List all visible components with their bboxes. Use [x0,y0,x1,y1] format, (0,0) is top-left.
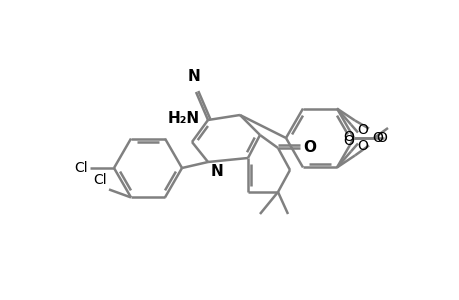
Text: Cl: Cl [74,161,88,175]
Text: O: O [356,140,367,153]
Text: N: N [187,69,200,84]
Text: O: O [372,131,383,145]
Text: O: O [356,123,367,136]
Text: H₂N: H₂N [168,111,200,126]
Text: O: O [375,131,386,145]
Text: O: O [343,134,354,148]
Text: N: N [211,164,223,179]
Text: O: O [343,130,354,144]
Text: Cl: Cl [93,173,107,188]
Text: O: O [302,140,315,155]
